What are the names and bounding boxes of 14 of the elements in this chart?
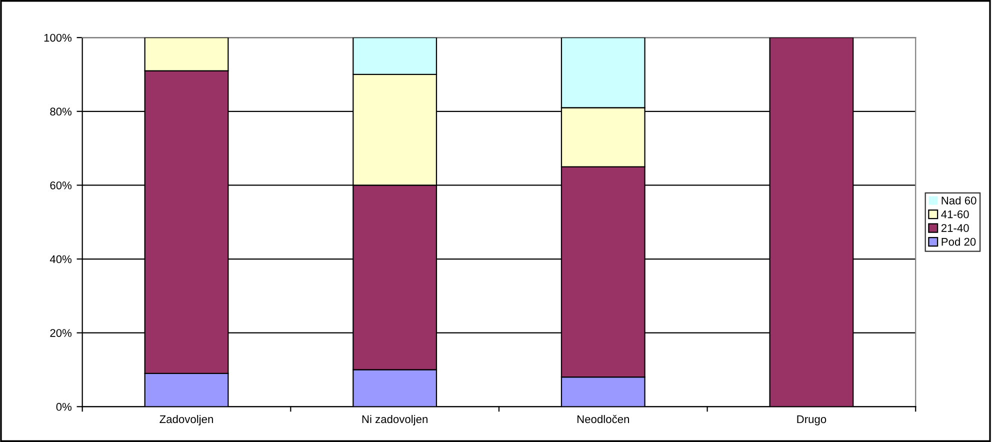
legend-label: Nad 60	[942, 196, 976, 204]
legend-label: Pod 20	[942, 238, 976, 246]
x-tick-label: Zadovoljen	[160, 414, 213, 426]
legend-label: 21-40	[941, 224, 969, 232]
x-tick-label: Ni zadovoljen	[362, 414, 428, 426]
legend-label: 41-60	[941, 210, 969, 218]
y-tick-label: 60%	[50, 181, 72, 190]
x-tick-label: Drugo	[797, 415, 826, 426]
y-tick-label: 0%	[56, 402, 72, 411]
y-tick-label: 40%	[50, 255, 72, 264]
y-tick-label: 100%	[44, 34, 72, 42]
x-tick-label: Neodločen	[577, 414, 629, 424]
y-tick-label: 20%	[50, 329, 72, 337]
y-tick-label: 80%	[50, 108, 72, 116]
